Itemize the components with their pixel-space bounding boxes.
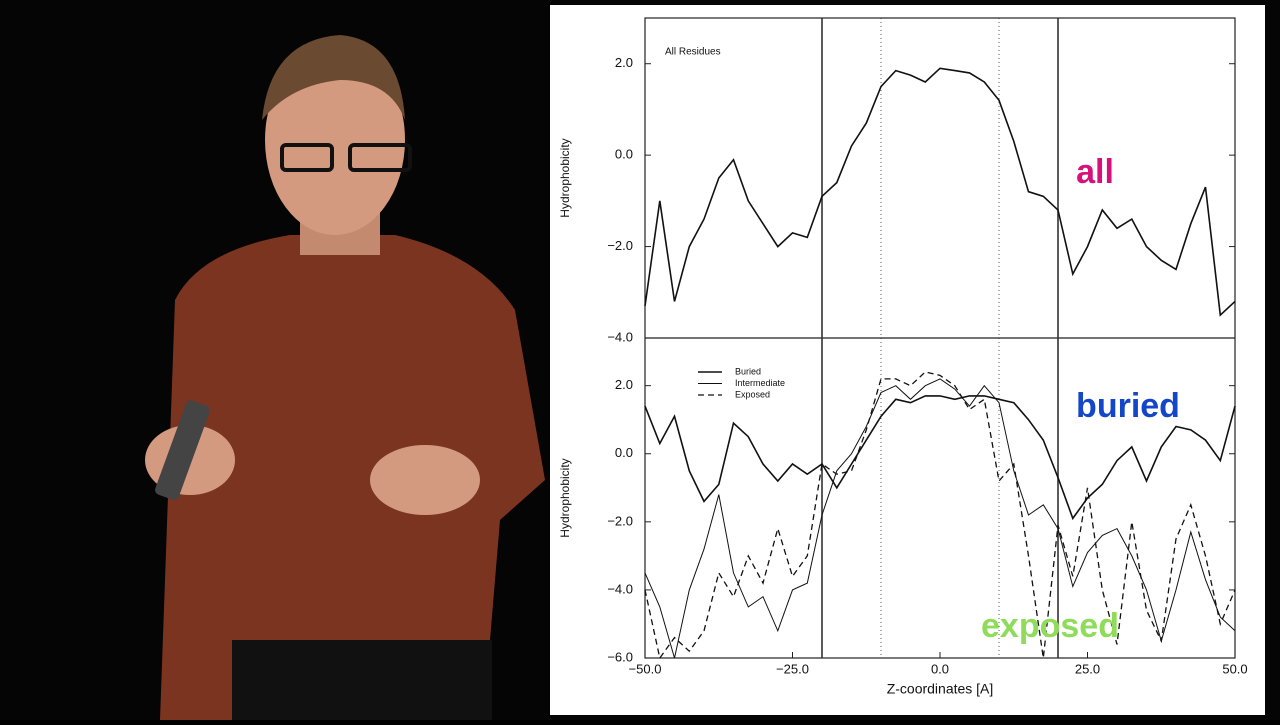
annotation: all: [1076, 153, 1114, 191]
y-axis-label: Hydrophobicity: [558, 138, 572, 217]
x-tick-label: 25.0: [1075, 661, 1100, 676]
annotation: exposed: [981, 607, 1119, 645]
presenter: [145, 35, 545, 720]
x-axis-label: Z-coordinates [A]: [887, 681, 994, 697]
y-tick-label: 2.0: [615, 55, 633, 70]
y-tick-label: 0.0: [615, 445, 633, 460]
x-tick-label: −25.0: [776, 661, 809, 676]
y-tick-label: −2.0: [607, 513, 633, 528]
plots: −4.0 −2.0 0.0 2.0 Hydrophobicity All Residues…: [558, 18, 1248, 697]
annotation: buried: [1076, 387, 1180, 425]
legend-label: Intermediate: [735, 378, 785, 388]
panel-title: All Residues: [665, 47, 721, 58]
x-tick-label: 0.0: [931, 661, 949, 676]
y-tick-label: 2.0: [615, 377, 633, 392]
legend-label: Exposed: [735, 389, 770, 399]
x-tick-label: −50.0: [629, 661, 662, 676]
figure-panel: [550, 5, 1265, 715]
data-line: [644, 378, 1236, 659]
y-axis-label: Hydrophobicity: [558, 458, 572, 537]
x-tick-label: 50.0: [1222, 661, 1247, 676]
y-tick-label: −6.0: [607, 649, 633, 664]
y-tick-label: −2.0: [607, 238, 633, 253]
y-tick-label: 0.0: [615, 147, 633, 162]
y-tick-label: −4.0: [607, 329, 633, 344]
data-line: [644, 395, 1236, 521]
data-line: [644, 67, 1236, 317]
data-line: [644, 371, 1236, 660]
legend-label: Buried: [735, 366, 761, 376]
y-tick-label: −4.0: [607, 581, 633, 596]
